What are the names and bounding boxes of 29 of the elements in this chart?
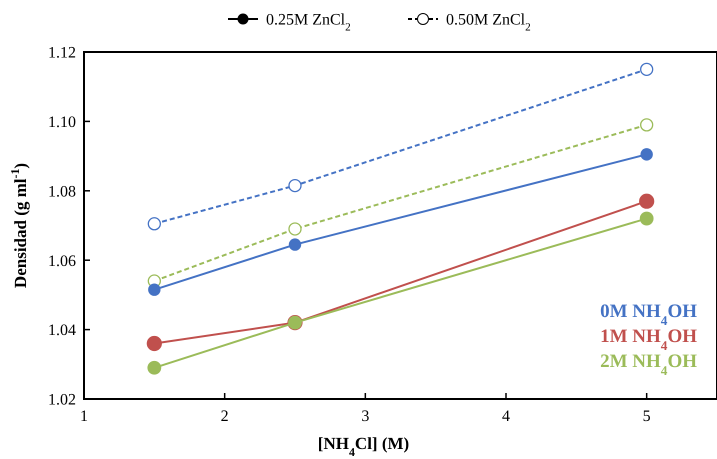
y-tick-label: 1.12 — [48, 44, 76, 62]
text: 0.50M ZnCl$_{2}$ — [446, 12, 531, 34]
point — [640, 212, 654, 226]
x-axis-title: [NH$_{4}$Cl] (M) — [318, 434, 410, 459]
text: 0M NH$_{4}$OH — [600, 301, 698, 328]
x-tick-label: 4 — [502, 408, 510, 425]
y-tick-label: 1.04 — [48, 322, 76, 340]
text: 1M NH$_{4}$OH — [600, 326, 698, 352]
point — [288, 222, 302, 236]
point — [639, 194, 654, 209]
point — [640, 62, 654, 76]
y-tick-label: 1.02 — [48, 392, 76, 409]
y-tick-label: 1.06 — [48, 252, 76, 270]
y-tick-label: 1.10 — [48, 114, 76, 131]
point — [148, 283, 161, 296]
x-tick-label: 1 — [80, 408, 88, 425]
y-tick-label: 1.08 — [48, 183, 76, 200]
point — [640, 148, 653, 161]
x-tick-label: 5 — [642, 408, 651, 425]
text: 2M NH$_{4}$OH — [600, 351, 698, 378]
text: 0.25M ZnCl$_{2}$ — [266, 12, 351, 34]
x-tick-label: 3 — [361, 408, 370, 425]
x-tick-label: 2 — [220, 408, 229, 425]
point — [288, 178, 302, 192]
point — [288, 238, 302, 251]
point — [146, 336, 162, 352]
point — [640, 118, 654, 132]
point — [147, 360, 162, 375]
point — [148, 217, 161, 230]
